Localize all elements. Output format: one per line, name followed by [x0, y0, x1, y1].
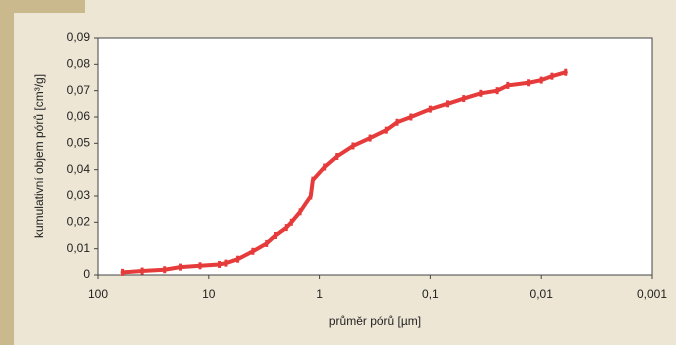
x-tick-label: 10: [202, 287, 216, 301]
y-tick-label: 0: [83, 267, 90, 281]
y-axis-label: kumulativní objem pórů [cm³/g]: [32, 74, 46, 238]
data-point: [323, 163, 327, 171]
data-point: [265, 239, 269, 247]
data-point: [289, 218, 293, 226]
data-point: [550, 72, 554, 80]
data-point: [236, 255, 240, 263]
x-axis-label: průměr pórů [µm]: [329, 314, 421, 328]
x-tick-label: 0,1: [422, 287, 439, 301]
data-point: [395, 118, 399, 126]
x-tick-label: 0,01: [530, 287, 554, 301]
y-tick-label: 0,02: [67, 215, 91, 229]
data-point: [564, 68, 568, 76]
data-point: [274, 232, 278, 239]
y-tick-label: 0,04: [67, 162, 91, 176]
data-point: [506, 81, 510, 89]
data-point: [121, 268, 125, 276]
data-point: [368, 134, 372, 142]
data-point: [462, 95, 466, 103]
data-point: [479, 89, 483, 97]
data-point: [309, 192, 313, 200]
data-point: [539, 76, 543, 84]
data-point: [495, 87, 499, 95]
x-tick-label: 0,001: [637, 287, 667, 301]
y-tick-label: 0,05: [67, 136, 91, 150]
data-point: [163, 266, 167, 274]
y-tick-label: 0,03: [67, 188, 91, 202]
y-tick-label: 0,09: [67, 30, 91, 44]
y-tick-label: 0,01: [67, 241, 91, 255]
data-point: [284, 224, 288, 232]
data-point: [298, 208, 302, 216]
data-point: [224, 259, 228, 267]
data-point: [251, 247, 255, 255]
data-point: [428, 105, 432, 113]
plot-area: [97, 37, 653, 276]
data-point: [351, 142, 355, 150]
side-strip: [0, 0, 14, 345]
x-tick-label: 100: [88, 287, 108, 301]
data-point: [527, 79, 531, 87]
data-point: [218, 260, 222, 268]
y-tick-label: 0,07: [67, 83, 91, 97]
top-strip: [0, 0, 85, 13]
data-point: [409, 113, 413, 121]
y-tick-label: 0,08: [67, 57, 91, 71]
data-point: [179, 263, 183, 271]
data-point: [198, 262, 202, 270]
data-point: [140, 267, 144, 275]
data-point: [311, 176, 315, 184]
data-point: [384, 126, 388, 134]
data-point: [335, 153, 339, 160]
data-point: [446, 100, 450, 108]
y-tick-label: 0,06: [67, 109, 91, 123]
x-tick-label: 1: [316, 287, 323, 301]
